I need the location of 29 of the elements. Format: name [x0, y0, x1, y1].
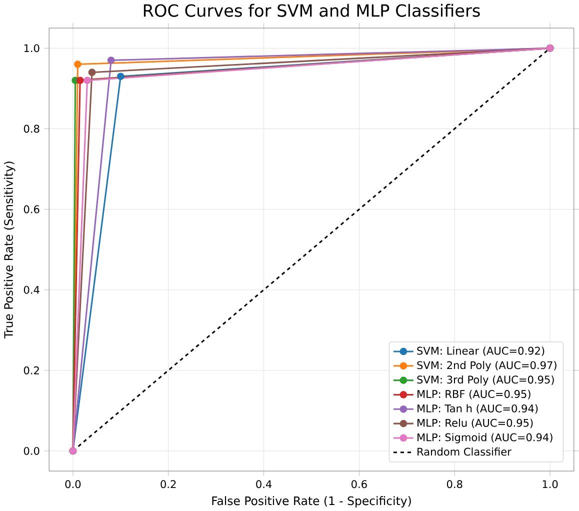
legend-label: MLP: Relu (AUC=0.95) — [418, 418, 533, 428]
y-tick-label: 0.8 — [24, 124, 40, 133]
x-tick-label: 0.0 — [65, 480, 81, 488]
y-tick-label: 0.0 — [24, 446, 40, 455]
y-axis-title: True Positive Rate (Sensitivity) — [4, 161, 16, 338]
y-tick-label: 0.2 — [24, 366, 39, 374]
x-tick-label: 1.0 — [542, 480, 558, 488]
x-tick-label: 0.4 — [256, 480, 272, 488]
point — [88, 68, 96, 76]
legend-label: SVM: Linear (AUC=0.92) — [417, 346, 544, 356]
legend-label: MLP: Tan h (AUC=0.94) — [418, 404, 538, 414]
x-tick-label: 0.8 — [446, 480, 462, 488]
point — [74, 60, 82, 68]
y-tick-label: 1.0 — [24, 44, 40, 52]
legend-label: MLP: Sigmoid (AUC=0.94) — [418, 432, 552, 444]
x-tick-label: 0.6 — [352, 480, 367, 488]
x-tick-label: 0.2 — [160, 480, 176, 488]
point — [116, 72, 124, 80]
y-tick-label: 0.6 — [24, 205, 40, 214]
legend-label: Random Classifier — [418, 447, 512, 456]
legend-label: SVM: 3rd Poly (AUC=0.95) — [417, 375, 554, 386]
x-axis-title: False Positive Rate (1 - Specificity) — [212, 496, 411, 508]
legend-label: MLP: RBF (AUC=0.95) — [418, 390, 530, 400]
point — [107, 56, 115, 64]
chart-title: ROC Curves for SVM and MLP Classifiers — [144, 4, 480, 17]
y-tick-label: 0.4 — [24, 286, 40, 294]
point — [84, 76, 91, 84]
point — [76, 76, 84, 84]
legend-label: SVM: 2nd Poly (AUC=0.97) — [417, 360, 556, 372]
